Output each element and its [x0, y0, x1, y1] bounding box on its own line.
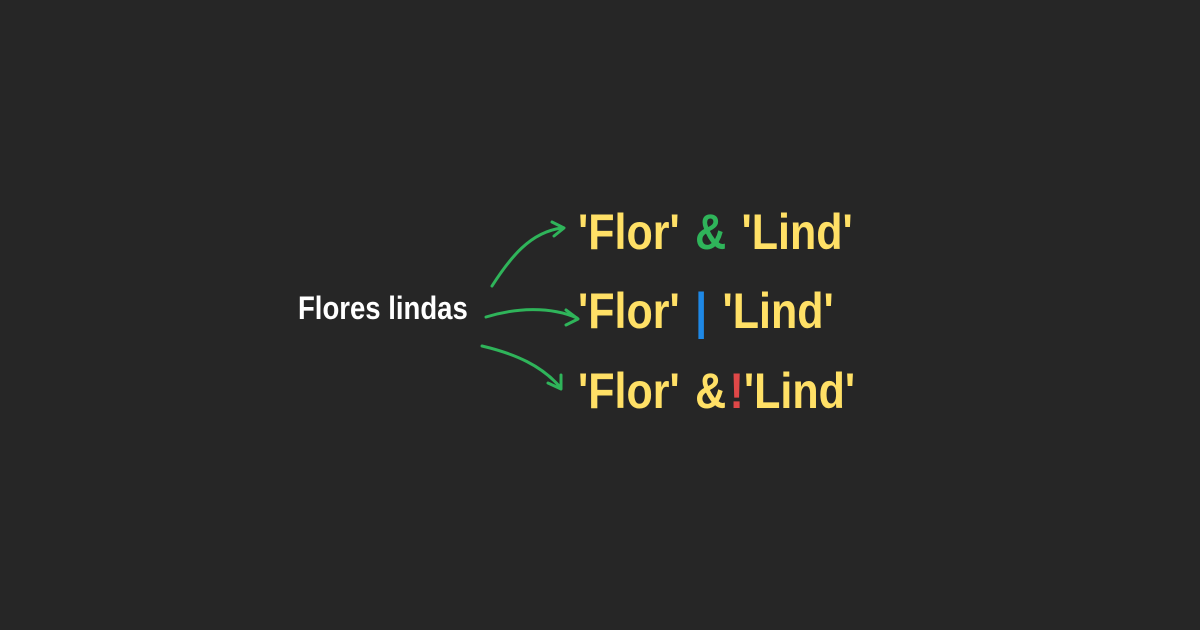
source-phrase: Flores lindas — [298, 290, 468, 326]
arrow-to-not-query — [480, 344, 563, 391]
arrow-shaft — [480, 344, 562, 389]
query-term-right: 'Lind' — [741, 204, 853, 260]
or-query: 'Flor' | 'Lind' — [578, 286, 834, 336]
or-operator: | — [695, 283, 708, 339]
and-operator: & — [695, 204, 727, 260]
query-term-left: 'Flor' — [578, 204, 680, 260]
query-term-left: 'Flor' — [578, 283, 680, 339]
query-term-right: 'Lind' — [743, 363, 856, 419]
arrow-head — [546, 373, 563, 391]
arrow-head — [550, 220, 566, 238]
arrow-to-or-query — [484, 308, 580, 327]
and-operator: & — [695, 363, 727, 419]
and-not-query: 'Flor' &!'Lind' — [578, 366, 855, 416]
query-term-right: 'Lind' — [722, 283, 834, 339]
arrow-to-and-query — [490, 220, 566, 288]
arrow-shaft — [490, 226, 564, 288]
not-operator: ! — [729, 363, 744, 419]
arrow-shaft — [484, 308, 579, 320]
arrow-head — [564, 308, 580, 327]
and-query: 'Flor' & 'Lind' — [578, 207, 853, 257]
query-term-left: 'Flor' — [578, 363, 680, 419]
